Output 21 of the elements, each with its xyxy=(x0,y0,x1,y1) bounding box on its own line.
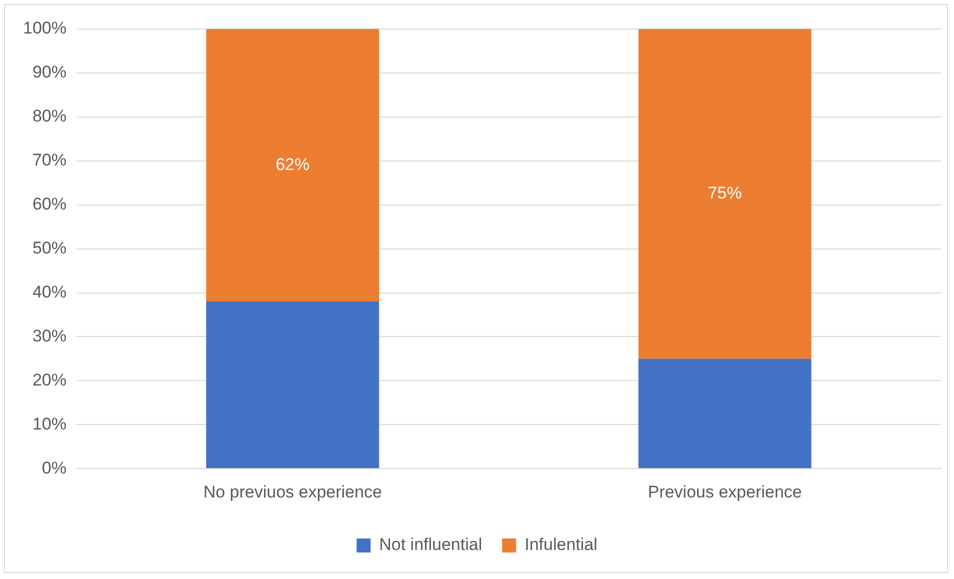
y-tick-label: 80% xyxy=(32,106,66,126)
y-tick-label: 10% xyxy=(32,414,66,434)
y-tick-label: 50% xyxy=(32,238,66,258)
legend-label: Not influential xyxy=(379,535,482,554)
y-tick-label: 90% xyxy=(32,62,66,82)
y-tick-label: 0% xyxy=(42,458,66,478)
y-tick-label: 40% xyxy=(32,282,66,302)
y-tick-label: 30% xyxy=(32,326,66,346)
x-tick-label: No previuos experience xyxy=(203,482,382,502)
y-tick-label: 20% xyxy=(32,370,66,390)
y-tick-label: 60% xyxy=(32,194,66,214)
data-label: 62% xyxy=(276,154,310,174)
y-tick-label: 100% xyxy=(22,18,66,38)
data-label: 75% xyxy=(708,184,742,203)
bar xyxy=(638,29,812,359)
y-tick-label: 70% xyxy=(32,150,66,170)
bar xyxy=(638,358,812,468)
bar xyxy=(206,302,380,468)
x-tick-label: Previous experience xyxy=(648,482,802,502)
bar xyxy=(206,29,380,302)
legend-label: Infulential xyxy=(524,535,598,554)
